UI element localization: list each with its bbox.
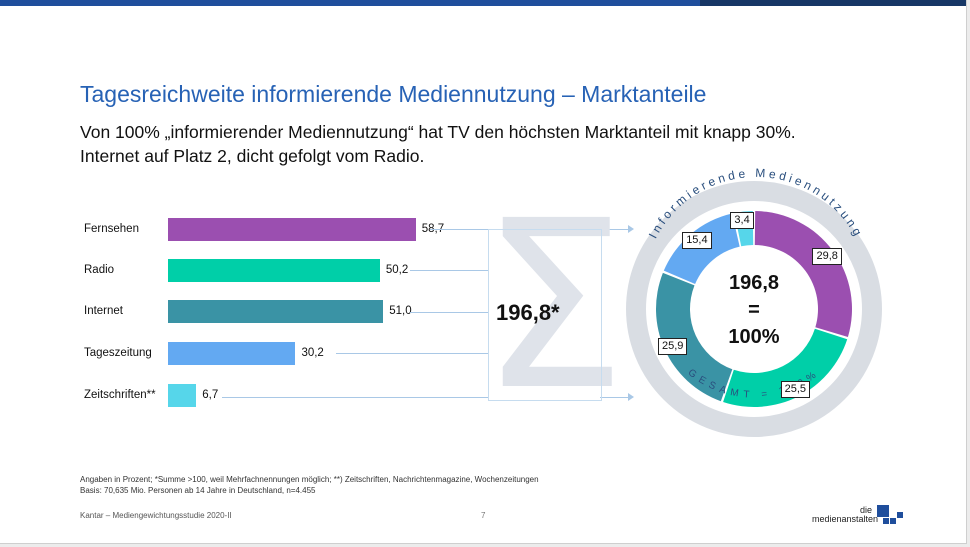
slide-subtitle: Von 100% „informierender Mediennutzung“ … — [80, 122, 796, 166]
footnote-1: Angaben in Prozent; *Summe >100, weil Me… — [80, 475, 539, 484]
donut-segment — [754, 211, 852, 337]
donut-segment — [656, 272, 733, 402]
arrow-head-icon — [628, 393, 634, 401]
connector-line — [600, 229, 628, 230]
donut-center-label: 196,8 = 100% — [713, 270, 795, 351]
connector-line — [600, 397, 628, 398]
sigma-icon: Σ — [480, 171, 627, 441]
logo-line-1: die — [859, 505, 872, 515]
footer-source: Kantar – Mediengewichtungsstudie 2020-II — [80, 511, 232, 520]
logo-square-small — [890, 518, 896, 524]
top-accent-bar-dark — [700, 0, 966, 6]
bar — [168, 259, 380, 282]
donut-center-line-3: 100% — [728, 326, 780, 348]
bar — [168, 300, 384, 323]
connector-line — [222, 397, 488, 398]
logo-text: die medienanstalten — [812, 505, 879, 524]
bar-category-label: Internet — [84, 305, 123, 317]
donut-segment-label: 25,9 — [657, 338, 688, 356]
donut-segment-label: 25,5 — [780, 381, 811, 399]
logo-square-small — [883, 518, 889, 524]
sum-bracket — [488, 229, 602, 401]
bar-value-label: 50,2 — [385, 264, 409, 276]
donut-segment-label: 15,4 — [682, 232, 712, 250]
donut-segment-label: 3,4 — [730, 211, 754, 229]
connector-line — [410, 312, 488, 313]
top-accent-bar — [0, 0, 966, 6]
connector-line — [410, 270, 488, 271]
logo-square-small — [897, 512, 903, 518]
bar-category-label: Tageszeitung — [84, 347, 152, 359]
donut-center-line-2: = — [748, 299, 760, 321]
bar-value-label: 30,2 — [301, 347, 324, 359]
bar — [168, 218, 416, 241]
logo-line-2: medienanstalten — [812, 514, 879, 524]
bar-value-label: 51,0 — [389, 305, 412, 317]
slide-title: Tagesreichweite informierende Mediennutz… — [80, 81, 707, 107]
donut-segment — [723, 328, 848, 407]
total-value: 196,8* — [496, 300, 560, 325]
donut-outer-ring — [626, 181, 882, 437]
bar — [168, 342, 296, 365]
bar-value-label: 6,7 — [202, 389, 219, 401]
donut-segment-label: 29,8 — [812, 247, 842, 265]
connector-line — [430, 229, 488, 230]
logo-square-large — [877, 505, 889, 517]
footnote-2: Basis: 70,635 Mio. Personen ab 14 Jahre … — [80, 486, 316, 495]
bar-category-label: Radio — [84, 264, 115, 276]
donut-center-line-1: 196,8 — [728, 272, 780, 294]
bar — [168, 384, 197, 407]
bar-category-label: Fernsehen — [84, 223, 139, 235]
arrow-head-icon — [628, 225, 634, 233]
bar-category-label: Zeitschriften** — [84, 389, 156, 401]
page-number: 7 — [481, 511, 486, 520]
connector-line — [336, 353, 488, 354]
